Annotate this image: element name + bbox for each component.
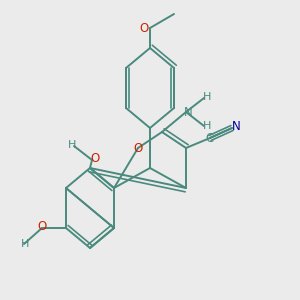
Text: N: N: [232, 120, 241, 133]
Text: O: O: [134, 142, 142, 154]
Text: H: H: [203, 92, 211, 101]
Text: H: H: [68, 140, 77, 149]
Text: N: N: [184, 106, 193, 118]
Text: O: O: [38, 220, 46, 233]
Text: C: C: [206, 131, 214, 145]
Text: H: H: [203, 121, 211, 131]
Text: H: H: [21, 239, 30, 249]
Text: O: O: [90, 152, 100, 165]
Text: O: O: [140, 22, 148, 34]
